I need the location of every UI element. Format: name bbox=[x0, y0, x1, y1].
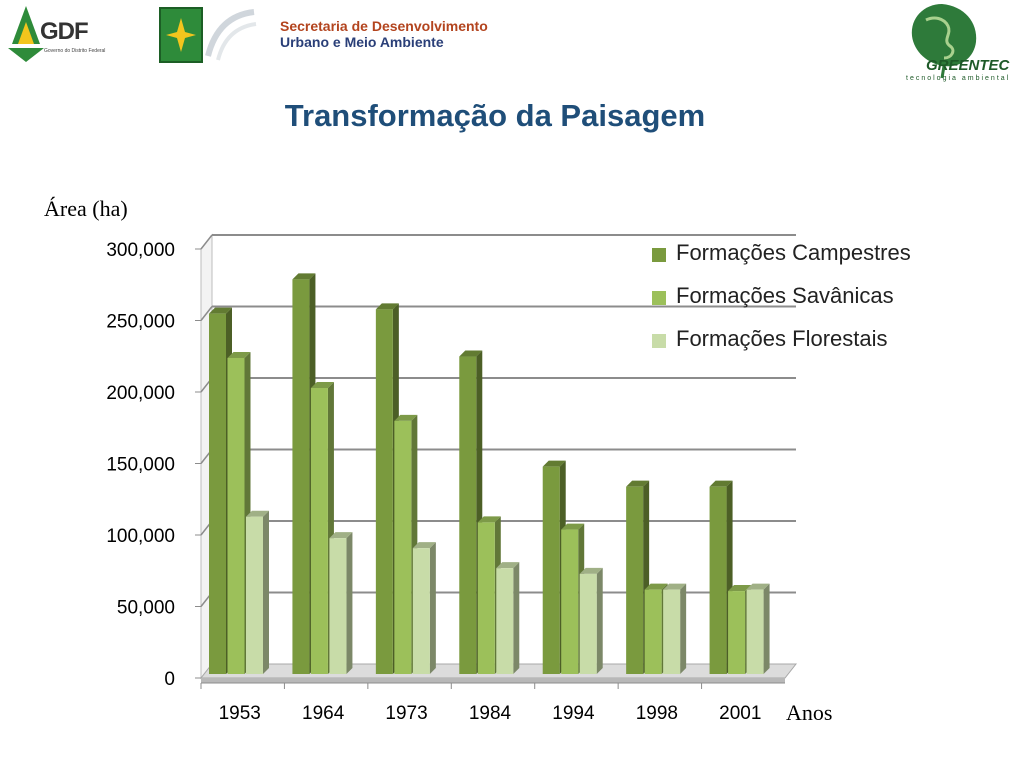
y-tick-label: 50,000 bbox=[117, 598, 175, 619]
legend-swatch-campestres bbox=[652, 248, 666, 262]
bar-savanicas-1994 bbox=[561, 529, 579, 674]
bar-campestres-1953 bbox=[209, 313, 226, 674]
x-tick-label: 1998 bbox=[636, 703, 678, 724]
bar-top-campestres-1964 bbox=[292, 273, 316, 280]
x-tick-label: 1964 bbox=[302, 703, 345, 724]
bar-savanicas-2001 bbox=[728, 591, 746, 674]
chart-floor-edge bbox=[201, 678, 785, 683]
legend-label-savanicas: Formações Savânicas bbox=[676, 283, 894, 308]
bar-side-florestais-1994 bbox=[596, 567, 603, 674]
bar-top-campestres-1953 bbox=[209, 307, 232, 314]
slide-title: Transformação da Paisagem bbox=[284, 98, 706, 133]
secretaria-logo-text: Secretaria de Desenvolvimento Urbano e M… bbox=[280, 18, 488, 50]
bar-top-campestres-2001 bbox=[709, 480, 733, 487]
x-tick-label: 1984 bbox=[469, 703, 512, 724]
bar-florestais-1973 bbox=[412, 548, 430, 674]
bar-savanicas-1998 bbox=[644, 589, 662, 674]
gdf-logo-subtext: Governo do Distrito Federal bbox=[44, 48, 106, 54]
y-tick-label: 100,000 bbox=[106, 526, 175, 547]
greentec-logo-text: GREENTEC bbox=[926, 57, 1011, 74]
y-tick-label: 250,000 bbox=[106, 312, 175, 333]
bar-top-campestres-1998 bbox=[626, 480, 650, 487]
bar-savanicas-1973 bbox=[394, 420, 412, 674]
bar-side-florestais-1998 bbox=[680, 583, 687, 674]
bar-campestres-1994 bbox=[542, 466, 560, 674]
bar-top-campestres-1984 bbox=[459, 350, 483, 357]
bar-top-florestais-1994 bbox=[579, 567, 603, 574]
legend-label-campestres: Formações Campestres bbox=[676, 240, 911, 265]
greentec-logo: GREENTEC tecnologia ambiental bbox=[906, 4, 1011, 82]
y-axis-label: Área (ha) bbox=[44, 196, 128, 221]
bar-top-savanicas-1994 bbox=[561, 523, 585, 530]
legend-swatch-savanicas bbox=[652, 291, 666, 305]
bar-top-campestres-1994 bbox=[542, 460, 566, 467]
x-tick-label: 1994 bbox=[552, 703, 595, 724]
bar-top-savanicas-1984 bbox=[477, 516, 501, 523]
y-tick-label: 200,000 bbox=[106, 383, 175, 404]
x-tick-label: 1953 bbox=[219, 703, 261, 724]
bar-side-florestais-1973 bbox=[429, 542, 436, 674]
bar-florestais-1984 bbox=[496, 568, 514, 674]
bar-top-savanicas-1998 bbox=[644, 583, 668, 590]
y-tick-label: 150,000 bbox=[106, 455, 175, 476]
bar-top-florestais-1998 bbox=[663, 583, 687, 590]
bar-top-florestais-1973 bbox=[412, 542, 436, 549]
bar-top-campestres-1973 bbox=[375, 303, 399, 310]
bar-campestres-2001 bbox=[709, 486, 727, 674]
bar-side-florestais-1964 bbox=[346, 532, 353, 674]
bar-savanicas-1964 bbox=[310, 388, 328, 674]
x-tick-label: 1973 bbox=[385, 703, 427, 724]
bar-florestais-2001 bbox=[746, 589, 764, 674]
bar-campestres-1964 bbox=[292, 279, 310, 674]
bar-side-florestais-2001 bbox=[763, 583, 770, 674]
bar-top-savanicas-1973 bbox=[394, 414, 418, 421]
bar-campestres-1973 bbox=[375, 309, 393, 674]
bar-side-florestais-1984 bbox=[513, 562, 520, 674]
secretaria-line-2: Urbano e Meio Ambiente bbox=[280, 34, 444, 50]
bar-savanicas-1984 bbox=[477, 522, 495, 674]
legend-label-florestais: Formações Florestais bbox=[676, 326, 888, 351]
bar-top-savanicas-1964 bbox=[310, 382, 334, 388]
df-flag-icon bbox=[159, 7, 257, 63]
gdf-logo-text: GDF bbox=[40, 18, 89, 45]
x-tick-label: 2001 bbox=[719, 703, 761, 724]
y-tick-label: 300,000 bbox=[106, 240, 175, 261]
bar-top-florestais-2001 bbox=[746, 583, 770, 590]
bar-top-florestais-1953 bbox=[246, 510, 269, 517]
gridline-side bbox=[200, 234, 213, 250]
bar-florestais-1953 bbox=[246, 516, 263, 674]
slide-header: GDF Governo do Distrito Federal Secretar… bbox=[0, 0, 1024, 100]
bar-campestres-1998 bbox=[626, 486, 644, 674]
legend-swatch-florestais bbox=[652, 334, 666, 348]
bar-campestres-1984 bbox=[459, 356, 477, 674]
bar-top-florestais-1964 bbox=[329, 532, 353, 539]
bar-top-florestais-1984 bbox=[496, 562, 520, 569]
bar-florestais-1964 bbox=[329, 538, 347, 674]
bar-savanicas-1953 bbox=[227, 357, 245, 674]
y-tick-label: 0 bbox=[164, 669, 175, 690]
bar-florestais-1998 bbox=[663, 589, 681, 674]
secretaria-line-1: Secretaria de Desenvolvimento bbox=[280, 18, 488, 34]
x-axis-label: Anos bbox=[786, 700, 833, 725]
bar-top-savanicas-2001 bbox=[728, 585, 752, 592]
bar-side-florestais-1953 bbox=[263, 510, 269, 674]
greentec-tagline: tecnologia ambiental bbox=[906, 75, 1010, 82]
gdf-logo bbox=[8, 6, 44, 62]
bar-top-savanicas-1953 bbox=[227, 351, 251, 358]
gridline-side bbox=[200, 306, 213, 321]
bar-florestais-1994 bbox=[579, 573, 597, 674]
